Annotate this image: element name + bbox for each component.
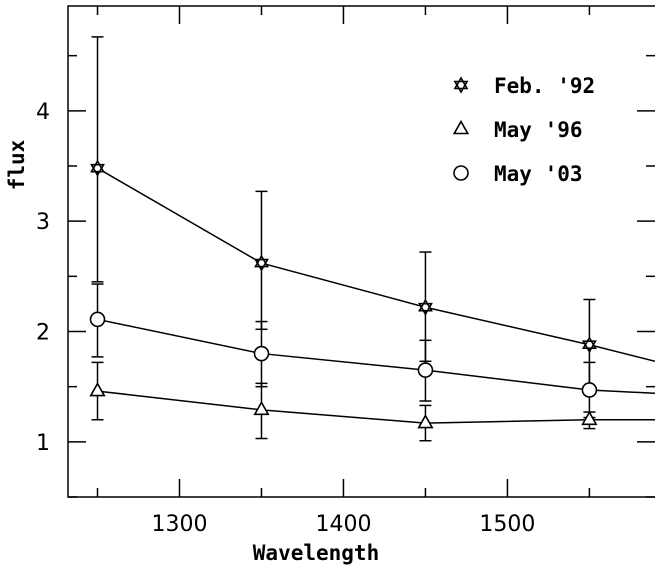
data-point-may-03	[89, 311, 106, 328]
legend-label-feb-92: Feb. '92	[494, 74, 595, 98]
legend-item-feb-92: Feb. '92	[453, 74, 595, 98]
data-point-may-96	[417, 413, 434, 429]
data-point-may-03	[581, 382, 598, 398]
star-part	[417, 302, 433, 316]
data-point-feb-92	[581, 336, 597, 354]
x-axis-title: Wavelength	[253, 541, 379, 565]
star-part	[90, 163, 105, 177]
star-part	[254, 258, 269, 272]
data-point-feb-92	[417, 298, 433, 316]
x-tick-label: 1500	[479, 512, 535, 537]
data-point-may-96	[253, 400, 270, 416]
legend-marker-shape	[452, 119, 470, 135]
x-tick-label: 1300	[151, 512, 207, 537]
data-point-may-96	[89, 381, 106, 397]
legend-marker-triangle-icon	[452, 119, 470, 135]
legend-marker-shape	[453, 76, 469, 94]
y-tick-label: 1	[36, 431, 50, 456]
y-axis-title: flux	[5, 139, 29, 190]
y-tick-label: 2	[36, 320, 50, 345]
legend-label-may-03: May '03	[494, 162, 583, 186]
data-point-may-96	[581, 410, 598, 426]
plot-frame	[67, 5, 655, 498]
legend-item-may-96: May '96	[452, 118, 583, 142]
legend-marker-star-icon	[453, 76, 469, 94]
x-tick-label: 1400	[315, 512, 371, 537]
star-part	[453, 80, 469, 94]
series-line-may-96	[97, 390, 655, 424]
legend-marker-circle-icon	[453, 165, 469, 181]
y-tick-label: 3	[36, 210, 50, 235]
data-point-feb-92	[90, 159, 105, 177]
legend-item-may-03: May '03	[453, 162, 583, 186]
legend-marker-shape	[453, 165, 469, 181]
legend: Feb. '92 May '96 May '03	[452, 74, 595, 186]
series-line-feb-92	[97, 167, 655, 363]
data-point-may-03	[253, 345, 270, 362]
data-point-feb-92	[254, 254, 269, 272]
y-tick-label: 4	[36, 100, 50, 125]
data-point-may-03	[417, 362, 434, 378]
series-line-may-03	[97, 318, 655, 395]
legend-label-may-96: May '96	[494, 118, 583, 142]
error-bar-feb-92	[91, 36, 104, 283]
star-part	[581, 340, 597, 354]
